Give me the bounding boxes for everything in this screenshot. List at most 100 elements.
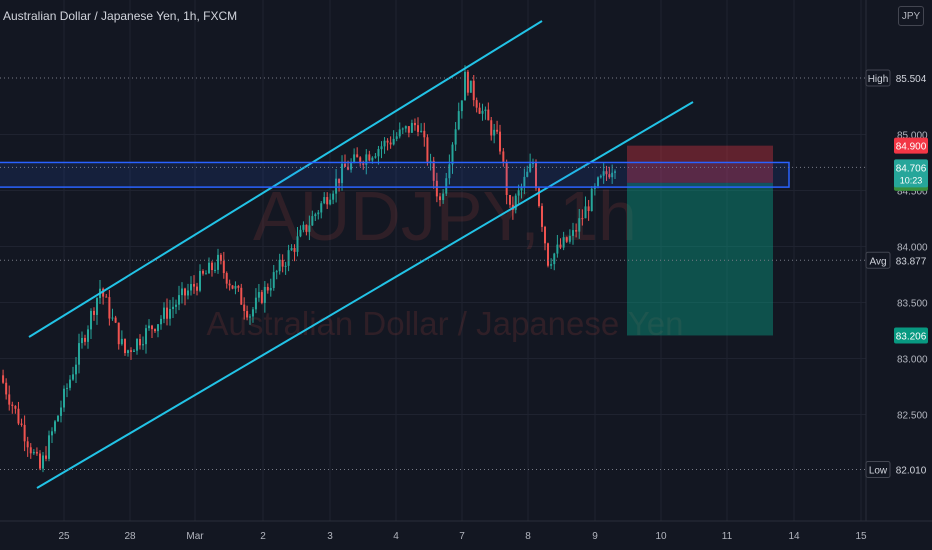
candle-body <box>587 206 590 212</box>
candle-body <box>154 329 156 332</box>
candle-body <box>323 197 326 204</box>
candle-body <box>448 164 451 179</box>
candle-body <box>272 272 275 288</box>
avg-value: 83.877 <box>896 256 927 267</box>
target-price-tag-bg <box>894 327 928 344</box>
candle-body <box>608 174 611 178</box>
candle-body <box>445 178 448 194</box>
candle-body <box>254 297 257 310</box>
candle-body <box>371 157 374 161</box>
candle-body <box>302 224 305 230</box>
candle-body <box>559 244 562 248</box>
candle-body <box>114 317 117 323</box>
candle-body <box>432 160 435 181</box>
candle-body <box>404 126 407 129</box>
candle-body <box>374 156 377 158</box>
candle-body <box>356 154 359 158</box>
time-tick-label: 28 <box>124 531 136 542</box>
candle-body <box>208 262 210 274</box>
candle-body <box>63 388 65 408</box>
candle-body <box>151 325 153 330</box>
candle-body <box>290 248 293 251</box>
candle-body <box>260 292 263 303</box>
candle-body <box>202 270 204 274</box>
symbol-watermark: AUDJPY, 1h Australian Dollar / Japanese … <box>207 177 684 342</box>
candle-body <box>39 453 41 469</box>
currency-button[interactable]: JPY <box>898 6 924 26</box>
candle-body <box>205 273 207 275</box>
resistance-zone[interactable] <box>0 161 790 188</box>
candle-body <box>311 216 314 226</box>
watermark-name: Australian Dollar / Japanese Yen <box>207 305 684 342</box>
channel-lower-line[interactable] <box>36 101 694 489</box>
candle-body <box>263 286 266 303</box>
candle-body <box>605 171 608 175</box>
candle-body <box>20 423 23 425</box>
candle-body <box>493 129 496 136</box>
candle-body <box>380 146 383 150</box>
candle-body <box>51 431 53 436</box>
candle-body <box>257 292 260 298</box>
candle-body <box>420 130 423 132</box>
short-position-tool[interactable] <box>627 145 773 336</box>
candle-body <box>417 125 419 132</box>
candle-body <box>344 163 346 167</box>
candle-body <box>228 283 231 286</box>
time-tick-label: 8 <box>525 531 531 542</box>
candle-body <box>386 140 389 143</box>
candle-body <box>490 120 493 136</box>
candle-body <box>69 379 71 388</box>
avg-label: Avg <box>869 256 886 267</box>
candle-body <box>520 186 523 191</box>
candle-body <box>475 100 478 108</box>
candle-body <box>142 344 144 346</box>
candle-body <box>243 304 246 312</box>
candle-body <box>535 163 537 189</box>
candle-body <box>562 237 565 248</box>
candle-body <box>526 171 529 177</box>
low-label: Low <box>869 465 888 476</box>
channel-upper-line[interactable] <box>28 20 543 338</box>
candle-body <box>389 142 392 145</box>
time-axis[interactable]: 25 28 Mar 2 3 4 7 8 9 10 11 14 15 <box>0 520 932 542</box>
candle-body <box>157 324 159 332</box>
candle-body <box>96 298 98 315</box>
drawings[interactable] <box>0 20 866 489</box>
candle-body <box>611 172 614 178</box>
candle-body <box>84 337 86 342</box>
avg-label-bg <box>865 251 891 269</box>
candle-body <box>90 310 92 330</box>
candle-body <box>347 166 350 170</box>
candle-body <box>72 374 74 380</box>
take-profit-zone[interactable] <box>627 182 773 336</box>
candle-body <box>249 316 251 318</box>
candle-body <box>353 154 356 162</box>
candle-body <box>523 176 526 187</box>
low-label-bg <box>865 460 891 478</box>
candle-body <box>237 285 240 288</box>
candle-body <box>597 177 599 187</box>
candle-body <box>553 253 556 265</box>
candle-body <box>81 337 83 344</box>
candle-body <box>231 285 234 289</box>
candle-body <box>377 149 380 157</box>
candle-body <box>23 424 26 442</box>
candle-body <box>145 328 147 345</box>
time-tick-label: 2 <box>260 531 266 542</box>
candle-body <box>556 244 559 254</box>
candle-body <box>439 196 441 201</box>
candle-body <box>451 144 454 165</box>
candle-body <box>362 163 365 165</box>
candle-body <box>166 307 168 319</box>
candle-body <box>127 350 129 354</box>
candle-body <box>429 160 432 162</box>
stop-loss-zone[interactable] <box>627 145 773 183</box>
candle-body <box>496 129 499 132</box>
candle-body <box>11 404 14 406</box>
candle-body <box>568 235 571 242</box>
current-price-tag: 84.706 <box>896 163 927 174</box>
candle-body <box>326 197 329 205</box>
high-label-bg <box>865 69 891 87</box>
candle-body <box>529 163 532 172</box>
